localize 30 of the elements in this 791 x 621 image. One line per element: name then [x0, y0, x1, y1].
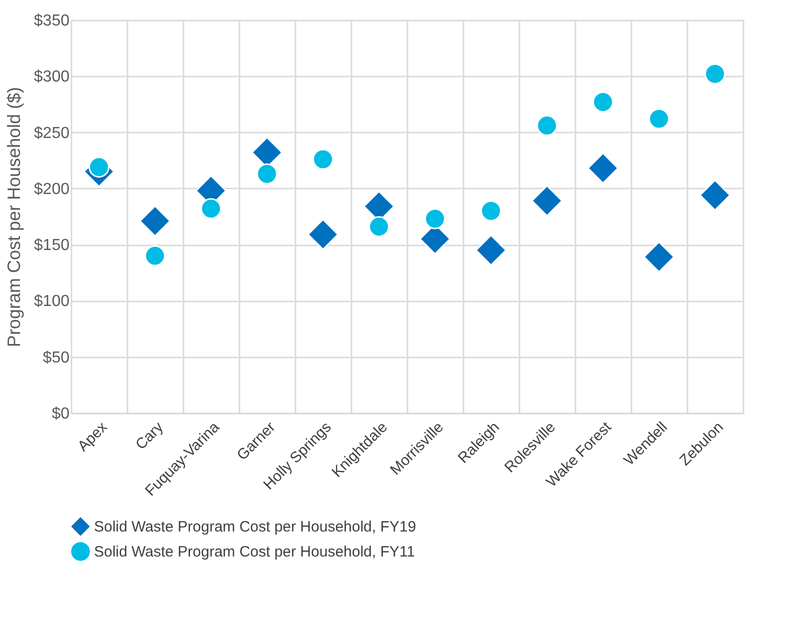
point: [699, 179, 731, 211]
point: [256, 163, 278, 184]
point: [368, 216, 390, 238]
point: [144, 245, 166, 266]
point: [307, 218, 339, 250]
y-axis-title: Program Cost per Household ($): [4, 86, 24, 348]
point: [312, 148, 334, 170]
point: [139, 205, 171, 237]
point: [88, 156, 110, 178]
point: [424, 208, 446, 230]
y-tick-label: $200: [34, 180, 70, 198]
legend-label: Solid Waste Program Cost per Household, FY19: [94, 518, 416, 536]
y-tick-label: $300: [34, 68, 70, 86]
y-tick-label: $350: [34, 12, 70, 30]
point: [475, 234, 507, 266]
point: [643, 241, 675, 273]
y-tick-label: $100: [34, 293, 70, 310]
point: [592, 91, 614, 112]
y-tick-label: $250: [34, 124, 70, 142]
point: [587, 152, 619, 184]
point: [648, 108, 670, 130]
y-tick-label: $0: [52, 406, 70, 422]
point: [704, 63, 726, 84]
point: [531, 185, 563, 217]
point: [536, 115, 558, 136]
legend-label: Solid Waste Program Cost per Household, FY11: [94, 544, 415, 560]
y-tick-label: $150: [34, 237, 70, 254]
point: [480, 200, 502, 222]
point: [200, 198, 222, 220]
y-tick-label: $50: [42, 349, 70, 366]
